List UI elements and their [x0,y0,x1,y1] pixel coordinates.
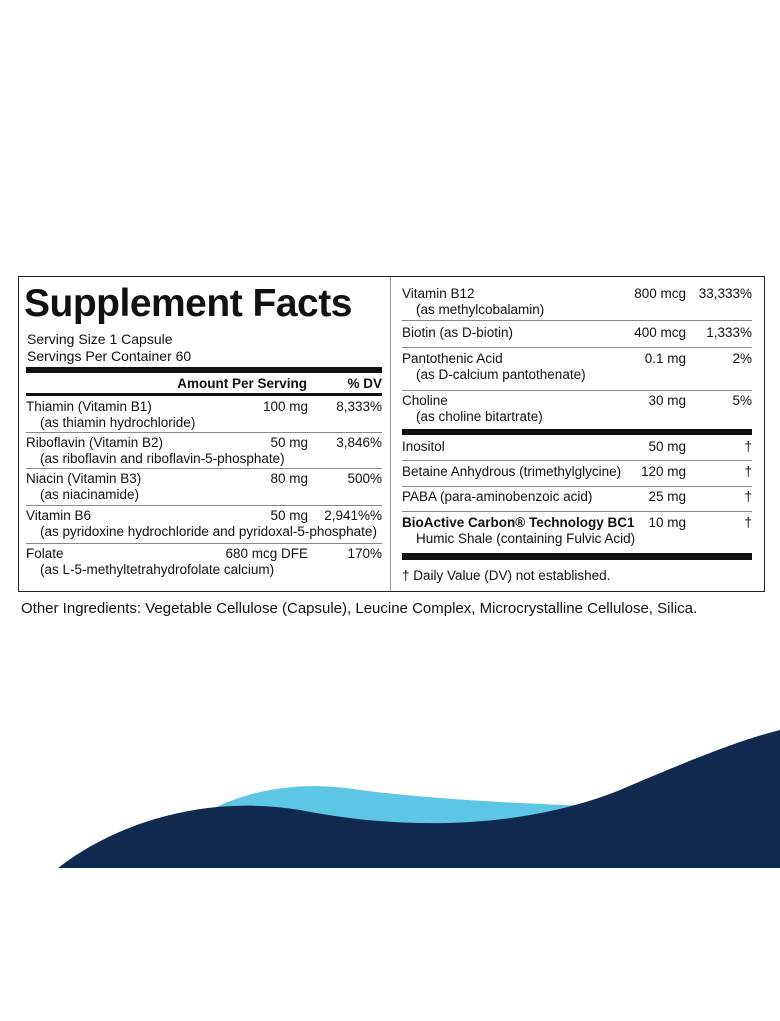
thick-rule [402,553,752,560]
nutrient-source: (as methylcobalamin) [416,302,545,317]
other-ingredients: Other Ingredients: Vegetable Cellulose (… [21,600,698,617]
nutrient-name: Biotin (as D-biotin) [402,325,514,340]
nutrient-name: Thiamin (Vitamin B1) [26,399,152,414]
nutrient-amount: 0.1 mg [644,351,686,366]
nutrient-name: BioActive Carbon® Technology BC1 [402,515,635,530]
nutrient-dv: 2% [732,351,752,366]
thick-rule [402,429,752,435]
nutrient-amount: 30 mg [648,393,686,408]
nutrient-source: (as L-5-methyltetrahydrofolate calcium) [40,562,275,577]
nutrient-source: Humic Shale (containing Fulvic Acid) [416,531,636,546]
nutrient-amount: 10 mg [648,515,686,530]
nutrient-name: Pantothenic Acid [402,351,503,366]
row-separator [402,511,752,512]
thick-rule [26,367,382,373]
medium-rule [26,393,382,396]
nutrient-name: Niacin (Vitamin B3) [26,471,142,486]
row-separator [402,460,752,461]
nutrient-source: (as niacinamide) [40,487,140,502]
servings-per-container: Servings Per Container 60 [27,348,192,364]
nutrient-amount: 120 mg [640,464,686,479]
nutrient-dv: 5% [732,393,752,408]
row-separator [26,432,382,433]
column-divider [390,277,391,591]
nutrient-amount: 50 mg [648,439,686,454]
row-separator [26,505,382,506]
header-dv: % DV [347,376,382,391]
nutrient-source: (as thiamin hydrochloride) [40,415,196,430]
wave-light [210,786,650,830]
row-separator [402,347,752,348]
nutrient-amount: 400 mcg [634,325,686,340]
row-separator [26,468,382,469]
nutrient-dv: 3,846% [336,435,382,450]
nutrient-dv: 500% [347,471,382,486]
nutrient-name: Inositol [402,439,445,454]
nutrient-amount: 80 mg [270,471,308,486]
nutrient-amount: 50 mg [270,508,308,523]
serving-size: Serving Size 1 Capsule [27,331,173,347]
nutrient-dv: 1,333% [706,325,752,340]
nutrient-dv: † [744,439,752,454]
nutrient-amount: 680 mcg DFE [225,546,308,561]
nutrient-dv: 2,941%% [324,508,382,523]
nutrient-dv: 33,333% [698,286,752,301]
nutrient-name: Vitamin B12 [402,286,475,301]
nutrient-amount: 800 mcg [634,286,686,301]
footnote: † Daily Value (DV) not established. [402,568,611,583]
row-separator [402,320,752,321]
facts-panel [18,276,765,592]
nutrient-name: Choline [402,393,448,408]
nutrient-dv: 170% [347,546,382,561]
nutrient-dv: 8,333% [336,399,382,414]
title: Supplement Facts [24,282,352,325]
nutrient-amount: 50 mg [270,435,308,450]
nutrient-name: PABA (para-aminobenzoic acid) [402,489,593,504]
nutrient-name: Betaine Anhydrous (trimethylglycine) [402,464,622,479]
nutrient-amount: 100 mg [262,399,308,414]
row-separator [26,543,382,544]
nutrient-source: (as choline bitartrate) [416,409,543,424]
nutrient-dv: † [744,489,752,504]
nutrient-name: Riboflavin (Vitamin B2) [26,435,164,450]
nutrient-source: (as riboflavin and riboflavin-5-phosphat… [40,451,285,466]
nutrient-dv: † [744,515,752,530]
header-amount: Amount Per Serving [177,376,307,391]
row-separator [402,390,752,391]
nutrient-name: Folate [26,546,64,561]
wave-dark [58,730,780,868]
nutrient-dv: † [744,464,752,479]
nutrient-amount: 25 mg [648,489,686,504]
nutrient-source: (as pyridoxine hydrochloride and pyridox… [40,524,377,539]
nutrient-source: (as D-calcium pantothenate) [416,367,586,382]
row-separator [402,486,752,487]
nutrient-name: Vitamin B6 [26,508,92,523]
